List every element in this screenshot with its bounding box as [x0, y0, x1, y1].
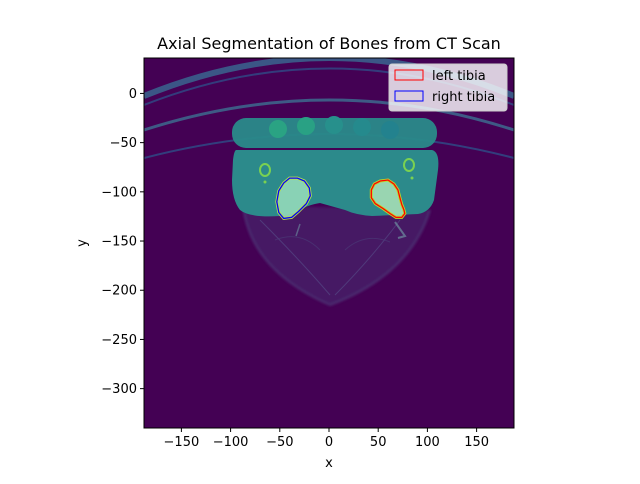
chart-title: Axial Segmentation of Bones from CT Scan	[157, 34, 501, 53]
x-tick-label: −50	[266, 435, 293, 450]
y-tick-label: −100	[101, 185, 137, 200]
y-axis-label: y	[75, 239, 90, 247]
y-tick-label: −200	[101, 284, 137, 299]
contour-layer	[276, 177, 406, 220]
x-tick-label: 150	[464, 435, 489, 450]
y-tick-label: −250	[101, 333, 137, 348]
y-tick-label: −300	[101, 382, 137, 397]
legend-label-left-tibia: left tibia	[432, 69, 486, 84]
x-tick-label: −150	[164, 435, 200, 450]
y-tick-label: −150	[101, 235, 137, 250]
x-tick-label: −100	[213, 435, 249, 450]
y-ticks: 0 −50 −100 −150 −200 −250 −300	[101, 87, 144, 397]
y-tick-label: 0	[129, 87, 137, 102]
legend-swatch-right-tibia	[394, 90, 424, 102]
contour-left-tibia	[370, 179, 406, 219]
ct-image	[144, 58, 514, 428]
legend: left tibia right tibia	[388, 63, 508, 112]
legend-label-right-tibia: right tibia	[432, 90, 495, 105]
x-axis-label: x	[325, 456, 333, 471]
contour-right-tibia	[276, 177, 311, 220]
x-tick-label: 0	[325, 435, 333, 450]
x-tick-label: 100	[415, 435, 440, 450]
y-tick-label: −50	[110, 136, 137, 151]
x-ticks: −150 −100 −50 0 50 100 150	[164, 428, 489, 450]
legend-swatch-left-tibia	[394, 69, 424, 81]
x-tick-label: 50	[370, 435, 387, 450]
legend-box	[388, 63, 508, 112]
